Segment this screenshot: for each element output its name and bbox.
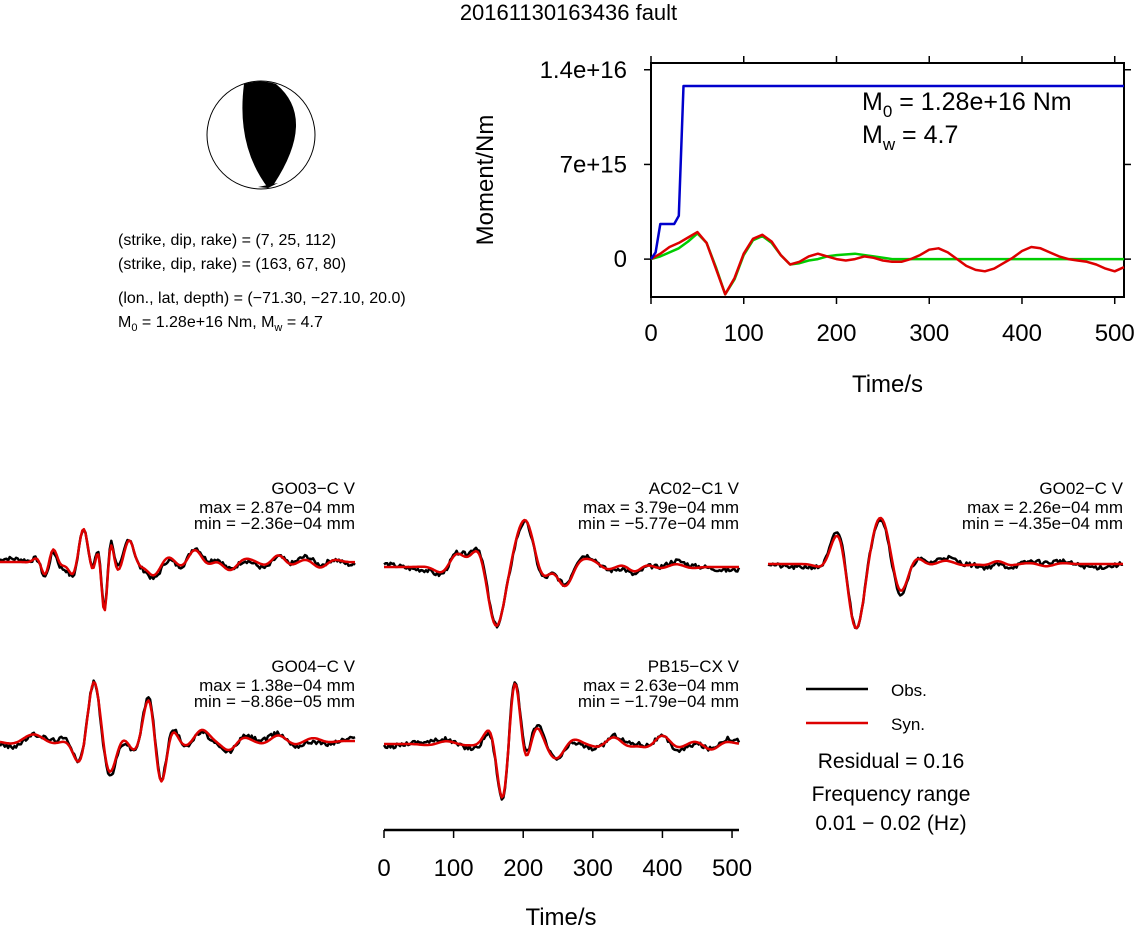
moment-mw-value: = 4.7	[895, 121, 958, 149]
station-min: min = −2.36e−04 mm	[194, 514, 355, 533]
station-name: GO02−C V	[1039, 479, 1123, 498]
moment-line-pre: M	[118, 314, 132, 331]
station-name: GO04−C V	[271, 657, 355, 676]
synthetic-trace	[0, 681, 355, 783]
moment-x-tick-label: 100	[724, 320, 764, 347]
observed-trace	[383, 519, 741, 629]
moment-line-sub: 0	[131, 322, 138, 335]
waveform-x-tick-label: 300	[573, 855, 613, 882]
legend-obs-label: Obs.	[891, 681, 927, 700]
synthetic-trace	[768, 516, 1123, 630]
station-name: GO03−C V	[271, 479, 355, 498]
station-min: min = −4.35e−04 mm	[962, 514, 1123, 533]
moment-chart: 0 100 200 300 400 500 0 7e+15 1.4e+16 Time/s Momen…	[472, 56, 1135, 398]
station-max: max = 1.38e−04 mm	[199, 676, 355, 695]
synthetic-trace	[384, 682, 740, 799]
observed-trace	[0, 528, 356, 610]
moment-mw-symbol: M	[862, 121, 883, 149]
moment-x-tick-label: 500	[1095, 320, 1135, 347]
cumulative-moment-line	[649, 84, 1124, 260]
moment-y-tick-label: 7e+15	[560, 151, 627, 178]
moment-m0-symbol: M	[862, 88, 883, 116]
waveform-x-tick-label: 200	[503, 855, 543, 882]
station-max: max = 2.87e−04 mm	[199, 498, 355, 517]
waveform-legend: Obs. Syn.	[806, 681, 927, 734]
station-min: min = −8.86e−05 mm	[194, 692, 355, 711]
station-max: max = 2.63e−04 mm	[583, 676, 739, 695]
moment-line-post: = 1.28e+16 Nm, M	[137, 314, 275, 331]
moment-x-tick-label: 300	[909, 320, 949, 347]
beachball-lower-quadrant	[258, 183, 278, 188]
observed-trace	[767, 518, 1124, 630]
moment-m0-subscript: 0	[883, 102, 892, 121]
moment-x-axis-label: Time/s	[852, 371, 923, 398]
synthetic-trace	[384, 518, 739, 627]
station-name: AC02−C1 V	[649, 479, 740, 498]
moment-m0-annotation: M0 = 1.28e+16 Nm	[862, 88, 1072, 121]
mechanism-line-2: (strike, dip, rake) = (163, 67, 80)	[118, 256, 347, 273]
station-min: min = −5.77e−04 mm	[578, 514, 739, 533]
frequency-range-value: 0.01 − 0.02 (Hz)	[815, 812, 966, 835]
station-max: max = 3.79e−04 mm	[583, 498, 739, 517]
moment-mw-annotation: Mw = 4.7	[862, 121, 958, 154]
moment-m0-value: = 1.28e+16 Nm	[892, 88, 1071, 116]
waveform-x-tick-label: 100	[434, 855, 474, 882]
waveform-x-axis-label: Time/s	[525, 904, 596, 927]
moment-plot-frame	[650, 62, 1125, 298]
moment-x-tick-label: 200	[816, 320, 856, 347]
legend-syn-label: Syn.	[891, 715, 925, 734]
station-name: PB15−CX V	[648, 657, 740, 676]
residual-label: Residual = 0.16	[818, 750, 965, 773]
moment-line-end: = 4.7	[282, 314, 323, 331]
red-moment-rate-line	[650, 230, 1125, 296]
station-min: min = −1.79e−04 mm	[578, 692, 739, 711]
location-line: (lon., lat, depth) = (−71.30, −27.10, 20…	[118, 290, 406, 307]
frequency-range-label: Frequency range	[812, 783, 971, 806]
beachball	[206, 80, 316, 190]
waveform-x-tick-label: 0	[377, 855, 390, 882]
station-max: max = 2.26e−04 mm	[967, 498, 1123, 517]
waveform-x-tick-label: 400	[642, 855, 682, 882]
page-title: 20161130163436 fault	[459, 0, 678, 25]
moment-y-tick-label: 0	[614, 246, 627, 273]
moment-mw-subscript: w	[882, 135, 896, 154]
moment-line: M0 = 1.28e+16 Nm, Mw = 4.7	[118, 313, 323, 338]
moment-y-tick-label: 1.4e+16	[540, 57, 627, 84]
beachball-compressional-quadrant	[242, 81, 297, 188]
mechanism-line-1: (strike, dip, rake) = (7, 25, 112)	[118, 232, 337, 249]
waveform-x-tick-label: 500	[712, 855, 752, 882]
moment-line-sub2: w	[274, 322, 283, 335]
synthetic-trace	[0, 527, 355, 612]
moment-x-tick-label: 0	[644, 320, 657, 347]
moment-y-axis-label: Moment/Nm	[472, 115, 499, 246]
moment-x-tick-label: 400	[1002, 320, 1042, 347]
